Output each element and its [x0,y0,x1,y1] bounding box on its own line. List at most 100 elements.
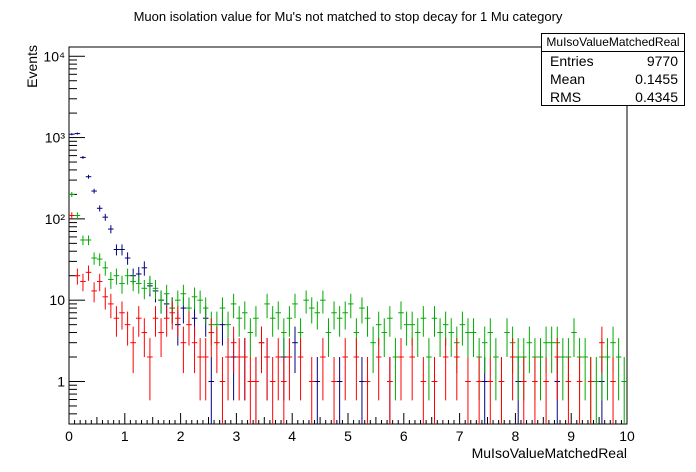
data-point [560,338,566,401]
data-point [342,301,348,330]
data-point [202,297,209,324]
data-point [119,244,125,256]
data-point [487,357,494,424]
data-point [241,301,248,330]
data-point [308,297,315,324]
data-point [348,293,354,319]
data-point [69,212,75,220]
series-1 [69,132,605,424]
x-tick-label: 0 [65,428,73,444]
data-point [113,244,120,256]
data-point [163,306,170,337]
data-point [364,357,371,424]
data-point [253,306,259,337]
data-point [331,301,337,330]
data-point [286,338,293,401]
data-point [543,357,549,424]
data-point [91,282,97,303]
data-point [119,275,125,294]
data-point [241,338,248,401]
series-2 [69,191,627,424]
data-point [470,318,477,358]
data-point [320,290,326,314]
x-tick-label: 4 [288,428,296,444]
data-point [431,357,438,424]
data-point [275,301,282,330]
data-point [381,318,388,358]
data-point [141,318,148,358]
x-tick-label: 1 [121,428,129,444]
data-point [147,275,153,294]
data-point [308,357,315,424]
data-point [141,279,148,300]
data-point [353,338,360,401]
data-point [336,357,343,424]
data-point [74,212,81,220]
data-point [481,326,488,374]
data-point [102,287,109,310]
x-tick-label: 7 [456,428,464,444]
data-point [247,357,254,424]
mean-label: Mean [550,71,586,87]
data-point [409,338,415,401]
data-point [465,357,471,424]
data-point [454,338,460,401]
y-tick-label: 10³ [45,130,66,146]
data-point [604,338,611,401]
data-point [375,338,382,401]
data-point [113,268,120,285]
data-point [364,306,371,337]
mean-value: 0.1455 [635,71,678,87]
data-point [442,338,449,401]
data-point [593,357,600,424]
data-point [91,188,97,194]
data-point [554,338,561,401]
data-point [342,338,348,401]
y-tick-label: 10² [45,211,66,227]
x-tick-label: 5 [344,428,352,444]
data-point [303,290,309,314]
data-point [498,357,505,424]
data-point [615,338,622,401]
data-point [186,311,192,346]
data-point [158,290,164,314]
entries-value: 9770 [646,53,678,69]
entries-label: Entries [550,53,594,69]
chart-title: Muon isolation value for Mu's not matche… [134,9,563,24]
data-point [74,132,81,135]
data-point [621,357,627,424]
data-point [437,318,443,358]
data-point [108,293,114,319]
series-3 [69,212,616,424]
data-point [465,318,471,358]
x-tick-label: 3 [233,428,241,444]
data-point [130,273,136,292]
x-tick-label: 6 [400,428,408,444]
data-point [420,357,427,424]
data-point [258,326,265,374]
data-point [520,357,527,424]
data-point [264,293,270,319]
data-point [124,311,131,346]
data-point [292,326,298,374]
data-point [230,293,237,319]
data-point [108,225,114,234]
data-point [420,306,427,337]
data-point [69,133,75,136]
data-points [69,132,627,424]
data-point [448,318,455,358]
data-point [80,235,86,246]
data-point [85,174,92,179]
data-point [180,284,187,306]
data-point [96,273,103,292]
data-point [69,191,75,197]
data-point [85,235,92,246]
data-point [191,287,198,310]
data-point [191,326,198,374]
data-point [426,338,432,401]
data-point [219,297,226,324]
data-point [264,338,270,401]
data-point [135,306,142,337]
stats-box: MuIsoValueMatchedReal Entries 9770 Mean … [541,33,685,106]
data-point [336,306,343,337]
